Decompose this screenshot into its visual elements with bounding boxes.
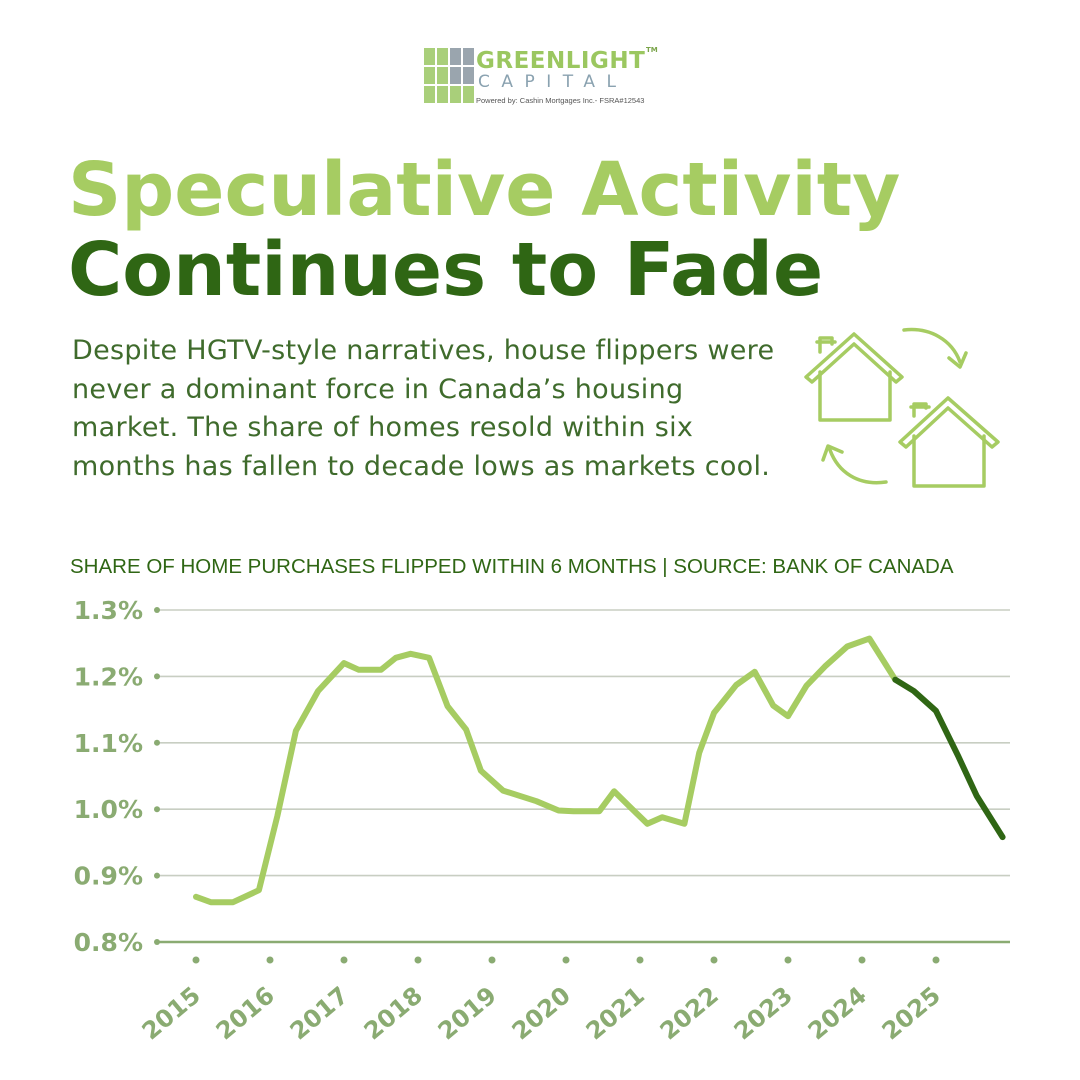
- x-tick-label-7: 2022: [655, 981, 724, 1045]
- line-chart: 1.3%1.2%1.1%1.0%0.9%0.8% 2015 2016 2017 201…: [74, 596, 1010, 1046]
- x-tick-label-4: 2019: [433, 981, 502, 1045]
- x-tick-label-3: 2018: [359, 981, 428, 1045]
- x-tick-dot-7: [710, 956, 718, 964]
- x-tick-dot-1: [266, 956, 274, 964]
- houses-cycle-icon: [804, 327, 1000, 488]
- y-tick-label-2: 1.1%: [74, 729, 143, 758]
- x-tick-label-5: 2020: [507, 981, 576, 1045]
- x-tick-dot-6: [636, 956, 644, 964]
- x-tick-label-1: 2016: [211, 981, 280, 1045]
- x-tick-dot-2: [340, 956, 348, 964]
- y-tick-label-0: 1.3%: [74, 596, 143, 625]
- x-tick-label-10: 2025: [877, 981, 946, 1045]
- series-lines: [193, 635, 1006, 906]
- brand-trademark: TM: [646, 46, 658, 54]
- y-tick-dot-5: [154, 939, 160, 945]
- y-tick-dot-1: [154, 673, 160, 680]
- y-axis-ticks: 1.3% 1.2% 1.1% 1.0% 0.9% 0.8%: [74, 596, 160, 957]
- grid-lines: [158, 609, 1010, 944]
- x-tick-dot-0: [192, 956, 200, 964]
- y-tick-dot-4: [154, 872, 160, 879]
- y-tick-dot-0: [154, 607, 160, 613]
- y-tick-dot-2: [154, 739, 160, 746]
- x-tick-dot-5: [562, 956, 570, 964]
- x-tick-dot-3: [414, 956, 422, 964]
- x-tick-dot-10: [932, 956, 940, 964]
- y-tick-label-4: 0.9%: [74, 862, 143, 891]
- y-tick-label-3: 1.0%: [74, 795, 143, 824]
- x-tick-label-2: 2017: [285, 981, 354, 1045]
- description-text: Despite HGTV-style narratives, house fli…: [72, 335, 775, 482]
- headline-line2: Continues to Fade: [68, 227, 824, 313]
- x-tick-label-8: 2023: [729, 981, 798, 1045]
- series-line-1: [892, 676, 1006, 841]
- x-tick-dot-8: [784, 956, 792, 964]
- x-tick-label-0: 2015: [137, 981, 206, 1045]
- x-tick-label-9: 2024: [803, 981, 872, 1045]
- x-tick-label-6: 2021: [581, 981, 650, 1045]
- brand-powered-by: Powered by: Cashin Mortgages Inc.- FSRA#…: [476, 96, 645, 105]
- headline-line1: Speculative Activity: [68, 147, 901, 233]
- y-tick-label-5: 0.8%: [74, 928, 143, 957]
- y-tick-dot-3: [154, 806, 160, 813]
- series-line-0: [193, 635, 899, 906]
- x-axis-ticks: 2015 2016 2017 2018 2019 2020 2021 2022 2023 2024…: [137, 956, 946, 1046]
- brand-name-line2: CAPITAL: [478, 72, 628, 92]
- chart-title: SHARE OF HOME PURCHASES FLIPPED WITHIN 6…: [70, 555, 954, 578]
- brand-logo: GREENLIGHT TM CAPITAL Powered by: Cashin…: [424, 46, 664, 110]
- x-tick-dot-9: [858, 956, 866, 964]
- brand-name-line1: GREENLIGHT: [476, 48, 646, 74]
- logo-grid-icon: [424, 48, 474, 104]
- y-tick-label-1: 1.2%: [74, 662, 143, 691]
- x-tick-dot-4: [488, 956, 496, 964]
